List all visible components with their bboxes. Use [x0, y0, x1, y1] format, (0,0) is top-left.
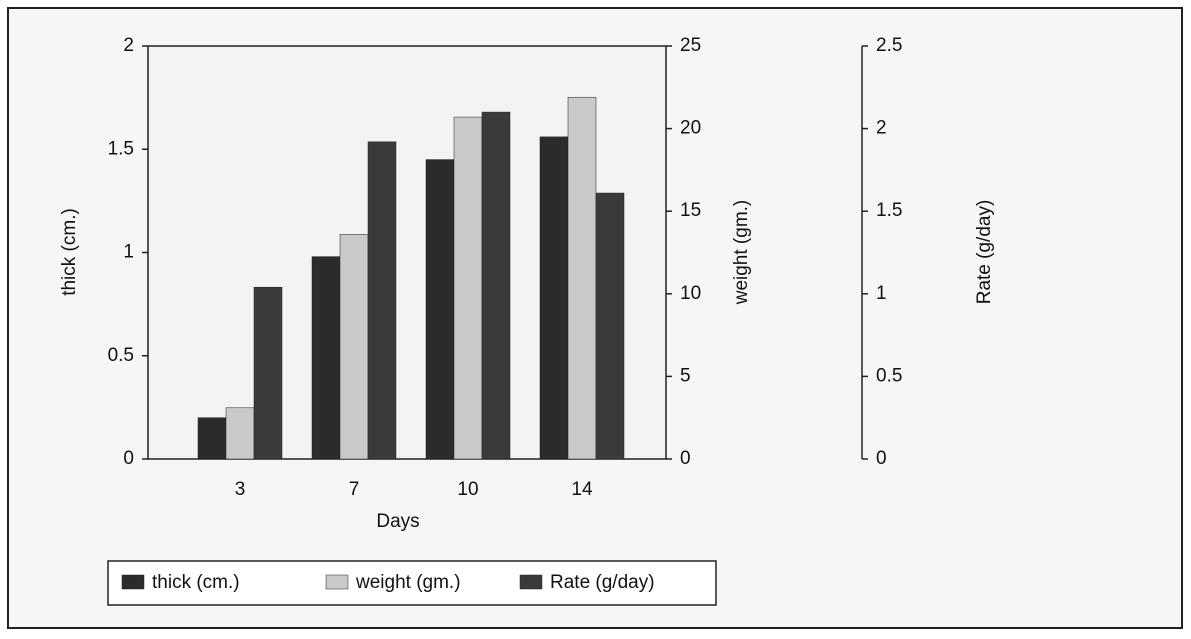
x-tick-label: 7	[349, 479, 360, 500]
y-tick-label: 15	[680, 200, 701, 221]
y2-axis-label: weight (gm.)	[731, 200, 752, 306]
bar	[596, 193, 624, 459]
x-tick-label: 14	[571, 479, 593, 500]
bar	[340, 234, 368, 459]
x-tick-label: 3	[235, 479, 246, 500]
y-tick-label: 2.5	[876, 35, 902, 56]
legend-swatch	[122, 575, 144, 589]
y-tick-label: 10	[680, 283, 701, 304]
legend-swatch	[520, 575, 542, 589]
bar	[454, 117, 482, 459]
bar	[198, 418, 226, 459]
legend-label: thick (cm.)	[152, 572, 240, 593]
y-tick-label: 20	[680, 118, 701, 139]
y-tick-label: 2	[876, 118, 887, 139]
y-tick-label: 0	[876, 448, 887, 469]
bar	[254, 287, 282, 459]
y-tick-label: 0.5	[108, 345, 134, 366]
bar	[226, 408, 254, 459]
y-tick-label: 1	[123, 242, 134, 263]
bar	[568, 97, 596, 459]
y-tick-label: 0.5	[876, 365, 902, 386]
bar	[540, 137, 568, 459]
y-tick-label: 0	[123, 448, 134, 469]
y-tick-label: 25	[680, 35, 701, 56]
legend-swatch	[326, 575, 348, 589]
legend-label: weight (gm.)	[355, 572, 461, 593]
y-tick-label: 1	[876, 283, 887, 304]
bar	[368, 142, 396, 459]
chart: Days thick (cm.) weight (gm.) Rate (g/da…	[0, 0, 1191, 634]
y-tick-label: 2	[123, 35, 134, 56]
legend-label: Rate (g/day)	[550, 572, 655, 593]
x-axis-label: Days	[376, 511, 419, 532]
y-tick-label: 5	[680, 365, 691, 386]
bar	[482, 112, 510, 459]
x-tick-label: 10	[457, 479, 478, 500]
y-tick-label: 0	[680, 448, 691, 469]
y-tick-label: 1.5	[876, 200, 902, 221]
y-tick-label: 1.5	[108, 138, 134, 159]
y-axis-label: thick (cm.)	[59, 208, 80, 296]
bar	[312, 257, 340, 459]
bar	[426, 160, 454, 459]
y3-axis-label: Rate (g/day)	[974, 200, 995, 305]
